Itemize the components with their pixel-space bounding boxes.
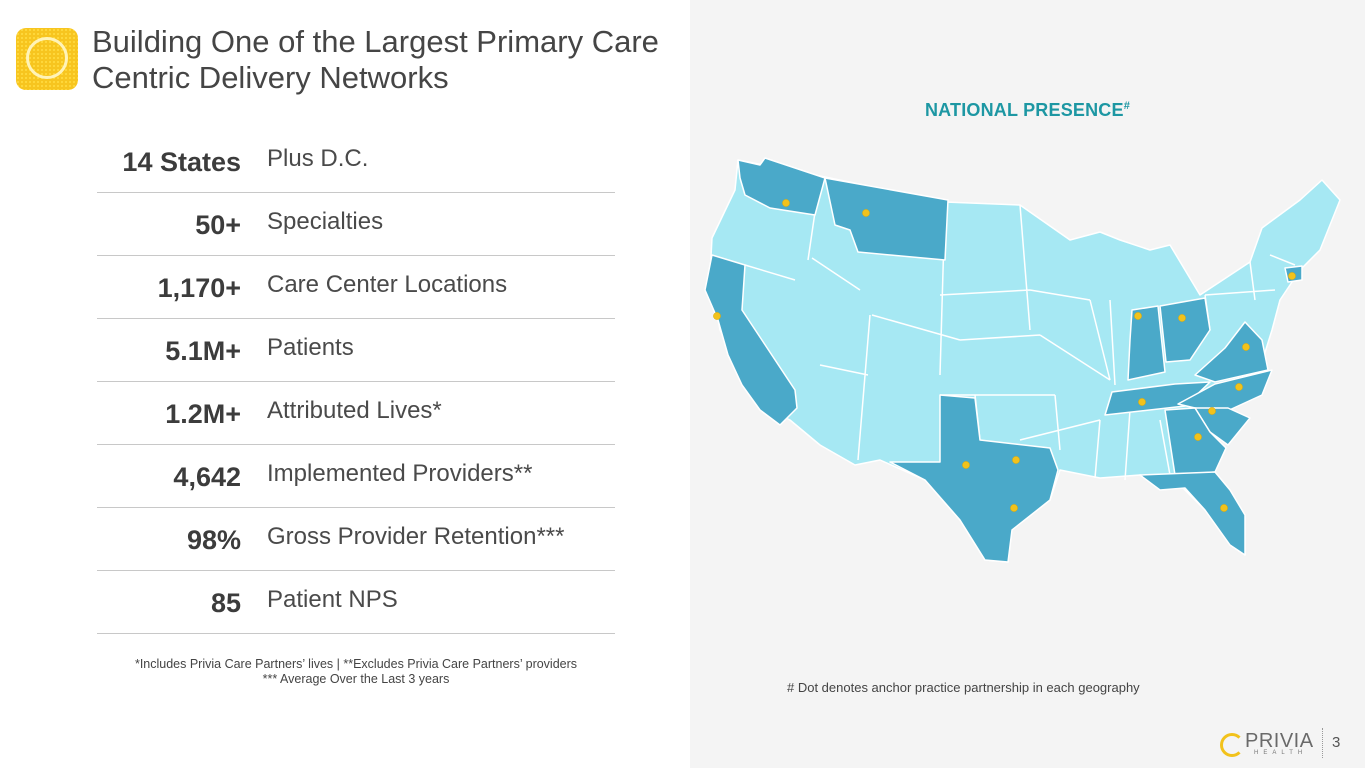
anchor-dot: [1138, 398, 1146, 406]
anchor-dot: [1288, 272, 1296, 280]
anchor-dot: [782, 199, 790, 207]
anchor-dot: [1208, 407, 1216, 415]
state-washington: [737, 157, 826, 216]
stat-number: 14 States: [122, 146, 241, 177]
map-title-text: NATIONAL PRESENCE: [924, 100, 1124, 120]
stat-number: 98%: [186, 524, 241, 555]
stat-row: 4,642 Implemented Providers**: [97, 445, 615, 508]
anchor-dot: [1178, 314, 1186, 322]
stat-label: Patients: [267, 334, 354, 361]
stat-label: Care Center Locations: [267, 271, 508, 298]
stat-number: 4,642: [173, 461, 241, 492]
stat-label: Gross Provider Retention***: [267, 523, 565, 550]
map-title: NATIONAL PRESENCE#: [690, 100, 1365, 121]
stat-label: Plus D.C.: [267, 145, 369, 172]
footnote-line: *Includes Privia Care Partners’ lives | …: [134, 657, 578, 671]
page-title: Building One of the Largest Primary Care…: [92, 24, 659, 95]
stat-number: 5.1M+: [165, 335, 241, 366]
state-texas: [889, 394, 1059, 563]
map-note: # Dot denotes anchor practice partnershi…: [787, 680, 1140, 695]
privia-logo-icon: [16, 28, 78, 90]
stat-row: 85 Patient NPS: [97, 571, 615, 634]
anchor-dot: [962, 461, 970, 469]
stat-label: Attributed Lives*: [267, 397, 442, 424]
map-title-mark: #: [1123, 100, 1131, 112]
anchor-dot: [862, 209, 870, 217]
anchor-dot: [1010, 504, 1018, 512]
stat-number: 1,170+: [157, 272, 241, 303]
stat-row: 1,170+ Care Center Locations: [97, 256, 615, 319]
footnote: *Includes Privia Care Partners’ lives | …: [97, 657, 615, 687]
state-montana: [824, 177, 949, 261]
stat-label: Implemented Providers**: [267, 460, 533, 487]
anchor-dot: [1012, 456, 1020, 464]
state-virginia: [1194, 321, 1269, 383]
stat-number: 85: [210, 587, 241, 618]
stat-row: 98% Gross Provider Retention***: [97, 508, 615, 571]
anchor-dot: [1194, 433, 1202, 441]
stat-row: 1.2M+ Attributed Lives*: [97, 382, 615, 445]
state-florida: [1139, 471, 1246, 556]
stat-number: 50+: [195, 209, 241, 240]
brand-name: PRIVIA: [1245, 730, 1314, 752]
privia-brand-icon: [1220, 733, 1244, 757]
state-ohio: [1159, 297, 1211, 363]
stat-row: 50+ Specialties: [97, 193, 615, 256]
anchor-dot: [1134, 312, 1142, 320]
stat-row: 14 States Plus D.C.: [97, 130, 615, 193]
stat-label: Patient NPS: [267, 586, 398, 613]
anchor-dot: [713, 312, 721, 320]
map-state-lines: [744, 177, 1296, 481]
footnote-line: *** Average Over the Last 3 years: [262, 672, 450, 686]
anchor-dot: [1242, 343, 1250, 351]
footer-divider: [1322, 728, 1323, 758]
anchor-dot: [1220, 504, 1228, 512]
us-map: [704, 157, 1341, 563]
stat-row: 5.1M+ Patients: [97, 319, 615, 382]
brand-sub: HEALTH: [1254, 750, 1308, 756]
stat-label: Specialties: [267, 208, 384, 235]
anchor-dot: [1235, 383, 1243, 391]
page-number: 3: [1332, 734, 1341, 751]
state-indiana: [1127, 305, 1166, 381]
stat-number: 1.2M+: [165, 398, 241, 429]
stats-list: 14 States Plus D.C. 50+ Specialties 1,170+…: [97, 130, 615, 634]
